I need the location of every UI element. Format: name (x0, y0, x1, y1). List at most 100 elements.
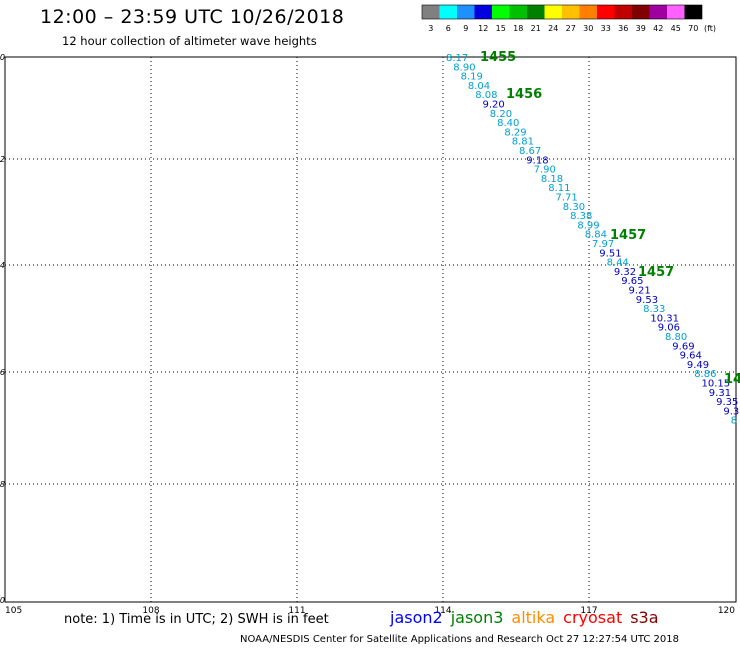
colorbar-swatch (579, 5, 597, 19)
wave-height-value: 8.04 (468, 81, 490, 92)
map-frame (4, 56, 737, 603)
colorbar-label: 36 (618, 24, 628, 33)
wave-height-value: 10.31 (650, 313, 679, 324)
colorbar-label: 70 (688, 24, 698, 33)
colorbar-label: 12 (478, 24, 488, 33)
lat-label: -50 (0, 596, 5, 605)
wave-height-value: 8.11 (548, 183, 570, 194)
wave-height-value: 8.86 (694, 369, 716, 380)
wave-height-value: 9.18 (526, 155, 548, 166)
wave-height-value: 8.40 (497, 118, 519, 129)
wave-height-value: 9.49 (687, 360, 709, 371)
wave-height-value: 8.17 (446, 53, 468, 64)
colorbar-swatch (457, 5, 475, 19)
colorbar-label: 15 (496, 24, 506, 33)
lon-label: 114 (434, 606, 451, 616)
colorbar-swatch (422, 5, 440, 19)
colorbar-label: 9 (463, 24, 468, 33)
satellite-legend-jason3: jason3 (450, 608, 504, 627)
colorbar-swatch (562, 5, 580, 19)
colorbar-swatch (632, 5, 650, 19)
wave-height-value: 9.35 (716, 397, 738, 408)
wave-height-value: 9.21 (629, 286, 651, 297)
wave-height-value: 9.64 (680, 351, 702, 362)
satellite-legend-cryosat: cryosat (563, 608, 623, 627)
longitude-labels: 105 108 111 114 117 120 (5, 606, 735, 616)
wave-height-value: 8.18 (541, 174, 563, 185)
colorbar-label: 27 (566, 24, 576, 33)
satellite-legend-s3a: s3a (630, 608, 659, 627)
colorbar-swatch (614, 5, 632, 19)
colorbar-label: 33 (601, 24, 611, 33)
map-title: 12:00 – 23:59 UTC 10/26/2018 (40, 6, 345, 28)
colorbar-swatch (667, 5, 685, 19)
footer-note: note: 1) Time is in UTC; 2) SWH is in fe… (64, 612, 329, 627)
colorbar-label: 21 (531, 24, 541, 33)
wave-height-value: 7.90 (534, 165, 556, 176)
colorbar-unit: (ft) (704, 24, 716, 33)
wave-height-value: 10.15 (702, 379, 731, 390)
colorbar-swatch (544, 5, 562, 19)
wave-height-value: 7.71 (556, 193, 578, 204)
wave-height-value: 8 (731, 416, 737, 427)
lon-label: 117 (580, 606, 597, 616)
wave-height-value: 8.67 (519, 146, 541, 157)
wave-height-value: 8.33 (643, 304, 665, 315)
colorbar-label: 24 (548, 24, 558, 33)
colorbar-swatch (597, 5, 615, 19)
wave-height-value: 8.81 (512, 137, 534, 148)
colorbar-label: 45 (671, 24, 681, 33)
lat-label: -42 (0, 155, 5, 164)
colorbar-label: 18 (513, 24, 523, 33)
wave-height-value: 9.65 (621, 276, 643, 287)
colorbar-label: 3 (428, 24, 433, 33)
colorbar-label: 30 (583, 24, 593, 33)
wave-height-value: 9.3 (723, 406, 739, 417)
map-grid (5, 57, 736, 602)
map-border (4, 56, 737, 603)
satellite-legend-altika: altika (511, 608, 556, 627)
colorbar-swatch (509, 5, 527, 19)
colorbar-swatch (527, 5, 545, 19)
wave-height-value: 8.38 (570, 211, 592, 222)
colorbar-swatch (492, 5, 510, 19)
wave-height-value: 8.84 (585, 230, 607, 241)
wave-height-value: 8.44 (607, 258, 629, 269)
satellite-legend-jason2: jason2 (390, 608, 443, 627)
lon-label: 120 (718, 606, 735, 616)
colorbar-swatch (684, 5, 702, 19)
wave-height-value: 8.29 (504, 127, 526, 138)
colorbar-swatch (439, 5, 457, 19)
lon-label: 111 (288, 606, 305, 616)
wave-height-value: 9.69 (672, 341, 694, 352)
wave-height-value: 9.53 (636, 295, 658, 306)
colorbar-label: 39 (636, 24, 646, 33)
colorbar-swatch (649, 5, 667, 19)
pass-time-label: 1455 (480, 50, 516, 65)
wave-height-value: 9.31 (709, 388, 731, 399)
footer-credit: NOAA/NESDIS Center for Satellite Applica… (240, 634, 679, 645)
pass-time-label: 1456 (506, 87, 542, 102)
wave-height-value: 8.08 (475, 90, 497, 101)
lat-label: -40 (0, 53, 5, 62)
wave-height-value: 9.20 (483, 100, 505, 111)
wave-height-value: 8.20 (490, 109, 512, 120)
wave-height-observations: 8.178.908.198.048.089.208.208.408.298.81… (446, 53, 739, 427)
colorbar-label: 6 (446, 24, 451, 33)
map-subtitle: 12 hour collection of altimeter wave hei… (62, 34, 317, 48)
colorbar-legend: 3 6 9 12 15 18 21 24 27 30 33 36 39 42 45 70 (ft) (421, 4, 716, 33)
lon-label: 105 (5, 606, 22, 616)
colorbar-label: 42 (653, 24, 663, 33)
colorbar-swatch (474, 5, 492, 19)
wave-height-value: 9.06 (658, 323, 680, 334)
lat-label: -46 (0, 368, 5, 377)
wave-height-value: 8.30 (563, 202, 585, 213)
wave-height-value: 8.90 (453, 62, 475, 73)
pass-time-labels: 1455 1456 1457 1457 14 (480, 50, 740, 387)
latitude-labels: -40 -42 -44 -46 -48 -50 (0, 53, 5, 605)
wave-height-value: 8.80 (665, 332, 687, 343)
pass-time-label: 1457 (638, 265, 674, 280)
lat-label: -44 (0, 261, 5, 270)
wave-height-value: 9.32 (614, 267, 636, 278)
